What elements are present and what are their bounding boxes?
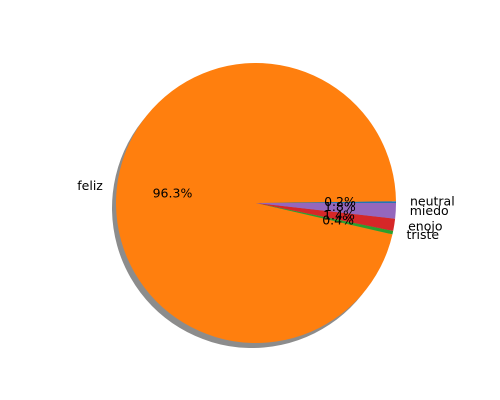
slice-percent-miedo: 1.8% bbox=[324, 199, 356, 214]
slice-label-feliz: feliz bbox=[77, 178, 103, 193]
slice-percent-feliz: 96.3% bbox=[153, 186, 193, 201]
slice-label-miedo: miedo bbox=[410, 203, 449, 218]
slice-label-enojo: enojo bbox=[408, 219, 442, 234]
